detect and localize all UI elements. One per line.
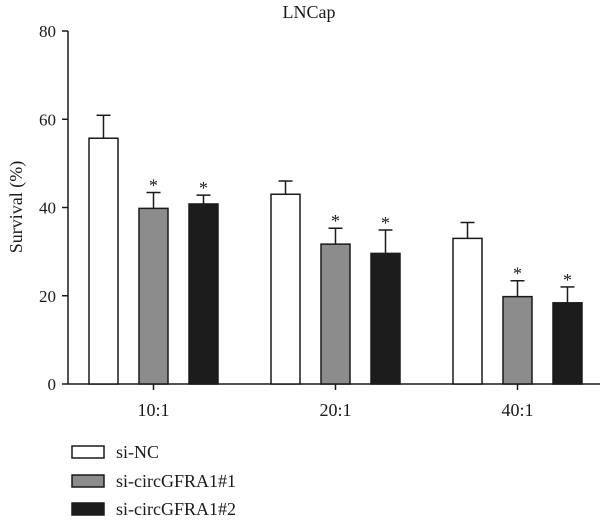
y-tick-label: 80 [39,22,56,41]
legend-swatch [71,474,105,488]
y-ticks: 0 20 40 60 80 [39,22,68,394]
x-tick-label: 10:1 [137,400,169,420]
bar [270,193,301,385]
bar [452,237,483,385]
legend-label: si-circGFRA1#1 [116,471,236,491]
legend-label: si-circGFRA1#2 [116,499,236,519]
bar [552,302,583,385]
legend-item: si-circGFRA1#1 [71,471,236,491]
legend-item: si-circGFRA1#2 [71,499,236,519]
y-tick-label: 20 [39,287,56,306]
significance-mark: * [331,211,340,231]
y-tick-label: 40 [39,199,56,218]
bar [138,207,169,385]
y-tick-label: 0 [48,375,57,394]
significance-mark: * [149,175,158,195]
chart-title: LNCap [283,2,336,22]
x-axis: 10:1 20:1 40:1 [68,383,600,420]
significance-mark: * [563,270,572,290]
x-ticks: 10:1 20:1 40:1 [137,384,534,420]
legend-swatch [71,445,105,459]
significance-mark: * [381,213,390,233]
bars: * * * * * * [88,114,583,385]
bar [370,252,401,385]
y-tick-label: 60 [39,110,56,129]
bar [502,295,533,385]
y-axis: 0 20 40 60 80 [39,22,69,394]
legend-item: si-NC [71,442,159,462]
significance-mark: * [513,264,522,284]
bar [88,137,119,385]
y-axis-label: Survival (%) [6,161,27,253]
significance-mark: * [199,178,208,198]
x-tick-label: 40:1 [501,400,533,420]
bar [320,243,351,385]
bar [188,203,219,385]
legend-swatch [71,502,105,516]
x-tick-label: 20:1 [319,400,351,420]
legend: si-NC si-circGFRA1#1 si-circGFRA1#2 [71,442,236,519]
legend-label: si-NC [116,442,159,462]
